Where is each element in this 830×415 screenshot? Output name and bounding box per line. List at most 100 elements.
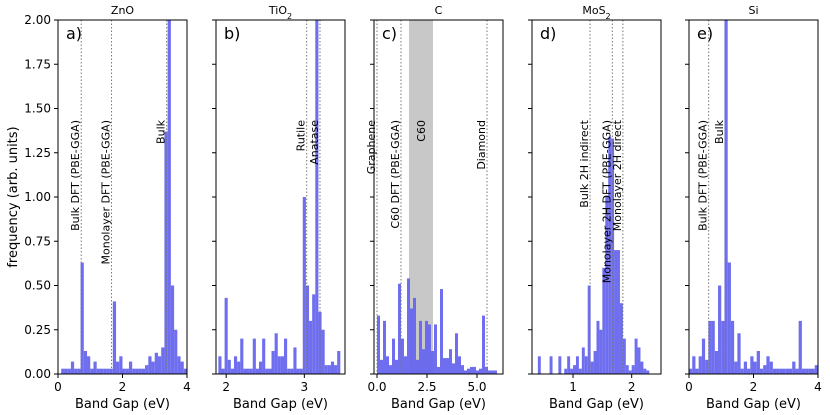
x-tick-label: 3 (301, 380, 309, 394)
bar (125, 368, 129, 374)
bar (619, 303, 623, 374)
panel-title-text: C (435, 4, 443, 17)
bar (701, 338, 706, 374)
bar (177, 356, 181, 374)
bar (224, 297, 228, 374)
reference-label: Bulk DFT (PBE-GGA) (69, 120, 82, 231)
bar (116, 361, 120, 374)
bar (734, 361, 738, 374)
bar (698, 356, 702, 374)
bar (407, 278, 410, 374)
bar (614, 250, 618, 374)
bar (324, 365, 328, 374)
bar (488, 370, 491, 374)
panel-title: C (435, 4, 443, 17)
panel-letter: a) (66, 24, 82, 43)
bar (271, 350, 275, 374)
panel-3: Graphene C60 DFT (PBE-GGA) Diamond C60 Cc) 0.… (365, 4, 504, 412)
bar (61, 368, 65, 374)
bar (145, 365, 149, 374)
bar (151, 361, 155, 374)
y-tick-label: 0.75 (24, 234, 51, 248)
bar (782, 368, 786, 374)
bar (383, 320, 386, 374)
bar (476, 370, 479, 374)
bar (287, 368, 291, 374)
reference-label: Monolayer 2H DFT (PBE-GGA) (600, 120, 613, 283)
bar (230, 368, 234, 374)
bar (446, 358, 449, 374)
bar (602, 267, 606, 374)
y-tick-label: 1.50 (24, 102, 51, 116)
bar (443, 358, 446, 374)
bar (631, 365, 635, 374)
bar (315, 20, 319, 374)
bar (708, 320, 712, 374)
panel-letter: d) (540, 24, 556, 43)
y-tick-label: 1.25 (24, 146, 51, 160)
bar (413, 297, 416, 374)
bar (605, 197, 609, 374)
bar (221, 368, 225, 374)
x-tick-label: 0 (685, 380, 693, 394)
bar (795, 368, 799, 374)
bar (718, 285, 722, 374)
bar (243, 368, 247, 374)
bar (296, 368, 300, 374)
bar (776, 368, 780, 374)
panel-5: Bulk DFT (PBE-GGA) Bulk Si e) 0 2 4 Band Gap (e… (685, 4, 822, 412)
bar (637, 347, 641, 374)
bar (87, 356, 91, 374)
x-tick-label: 1 (569, 380, 577, 394)
bar (262, 338, 266, 374)
bar (96, 368, 100, 374)
bar (634, 338, 638, 374)
bar (792, 361, 796, 374)
bar (570, 368, 574, 374)
panel-title-text: MoS (582, 4, 605, 17)
bar (410, 308, 413, 374)
bar (596, 320, 600, 374)
bar (473, 366, 476, 374)
x-tick-label: 5.0 (467, 380, 486, 394)
bar (404, 356, 407, 374)
bar (692, 356, 696, 374)
bar (724, 20, 728, 374)
bar (386, 356, 389, 374)
bar (573, 365, 576, 374)
reference-label: Anatase (308, 120, 321, 165)
bar (218, 356, 222, 374)
y-tick-label: 0.25 (24, 323, 51, 337)
bar (788, 368, 793, 374)
x-tick-label: 2 (119, 380, 127, 394)
bar (305, 285, 310, 374)
bar (290, 368, 294, 374)
bar (148, 356, 152, 374)
bar (814, 365, 818, 374)
x-axis-title: Band Gap (eV) (706, 397, 801, 412)
panel-4: Bulk 2H indirect Monolayer 2H DFT (PBE-GG… (528, 4, 662, 412)
reference-label: Diamond (475, 120, 488, 170)
bar (309, 320, 313, 374)
bar (119, 356, 123, 374)
bar (714, 350, 719, 374)
bar (284, 338, 288, 374)
bar (268, 368, 272, 374)
bar (593, 350, 597, 374)
reference-label: Monolayer DFT (PBE-GGA) (100, 120, 113, 265)
panel-title-text: TiO (268, 4, 287, 17)
bar (321, 329, 325, 374)
bar (99, 368, 104, 374)
bar (157, 356, 162, 374)
bar (255, 368, 259, 374)
bar (246, 368, 250, 374)
bar (464, 370, 467, 374)
panel-title: MoS2 (582, 4, 610, 21)
bar (455, 333, 458, 374)
bar (83, 350, 88, 374)
reference-label: Monolayer 2H direct (611, 119, 624, 231)
bar (67, 368, 71, 374)
bar (763, 365, 767, 374)
bar (93, 361, 97, 374)
bar (461, 365, 464, 374)
